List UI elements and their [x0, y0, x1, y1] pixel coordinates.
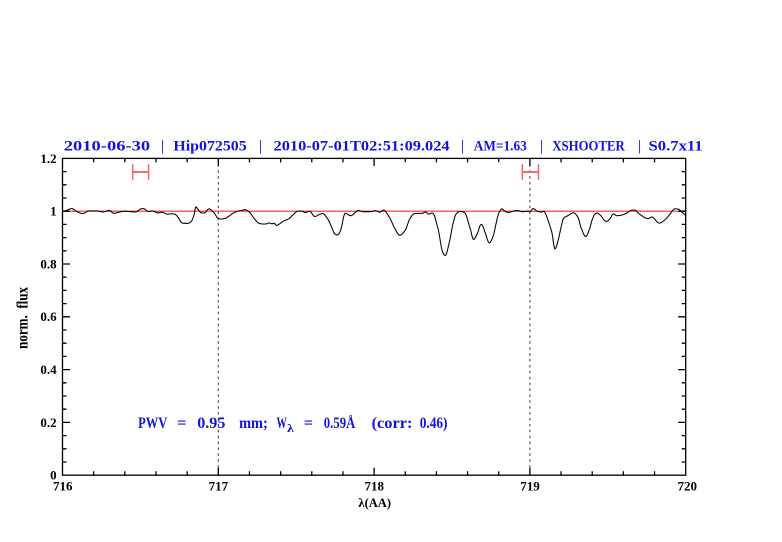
- svg-text:0.46): 0.46): [420, 415, 448, 432]
- svg-text:AM=1.63: AM=1.63: [474, 139, 527, 155]
- svg-text:0: 0: [50, 468, 57, 483]
- svg-text:(corr:: (corr:: [372, 415, 413, 432]
- svg-text:2010-07-01T02:51:09.024: 2010-07-01T02:51:09.024: [274, 138, 450, 154]
- svg-text:0.2: 0.2: [40, 415, 56, 430]
- svg-text:0.95: 0.95: [197, 415, 225, 432]
- svg-text:1.2: 1.2: [40, 151, 56, 166]
- svg-text:|: |: [461, 138, 464, 154]
- svg-text:|: |: [161, 138, 164, 154]
- svg-text:719: 719: [520, 479, 540, 494]
- svg-text:|: |: [540, 138, 543, 154]
- svg-text:|: |: [259, 138, 262, 154]
- svg-text:716: 716: [53, 479, 73, 494]
- svg-text:718: 718: [364, 479, 384, 494]
- svg-text:PWV: PWV: [138, 415, 168, 433]
- svg-text:W: W: [277, 414, 288, 432]
- svg-text:1: 1: [50, 204, 57, 219]
- svg-text:S0.7x11: S0.7x11: [649, 139, 703, 155]
- svg-text:0.59Å: 0.59Å: [324, 415, 356, 433]
- svg-text:Hip072505: Hip072505: [173, 138, 247, 154]
- svg-text:norm. flux: norm. flux: [14, 286, 32, 349]
- svg-text:720: 720: [678, 479, 698, 494]
- svg-text:λ: λ: [287, 422, 294, 435]
- svg-text:mm;: mm;: [239, 414, 268, 432]
- svg-text:0.4: 0.4: [40, 362, 57, 377]
- svg-text:2010-06-30: 2010-06-30: [64, 138, 150, 155]
- svg-text:|: |: [638, 138, 641, 154]
- svg-text:0.8: 0.8: [40, 256, 57, 271]
- svg-text:XSHOOTER: XSHOOTER: [552, 138, 625, 154]
- svg-text:λ(AA): λ(AA): [358, 496, 391, 510]
- svg-text:=: =: [304, 415, 313, 432]
- svg-text:=: =: [177, 413, 187, 432]
- svg-text:0.6: 0.6: [40, 309, 57, 324]
- svg-text:717: 717: [209, 479, 229, 494]
